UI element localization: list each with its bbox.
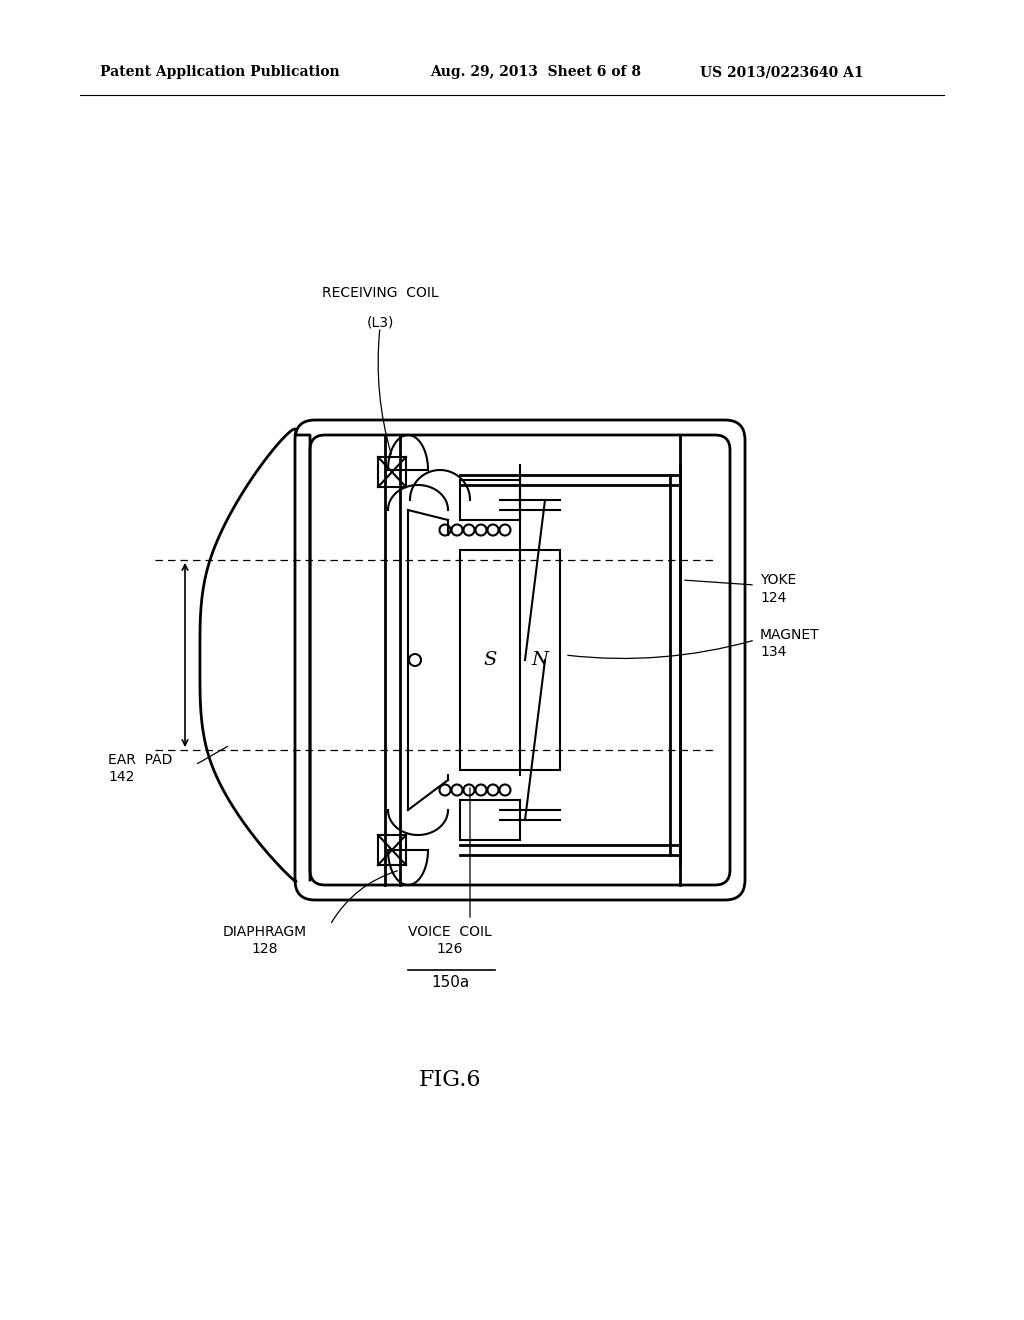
Text: US 2013/0223640 A1: US 2013/0223640 A1: [700, 65, 863, 79]
Text: Patent Application Publication: Patent Application Publication: [100, 65, 340, 79]
Text: FIG.6: FIG.6: [419, 1069, 481, 1092]
Bar: [460, 480, 520, 520]
Text: EAR  PAD: EAR PAD: [108, 752, 172, 767]
Bar: [378, 457, 406, 487]
Text: 134: 134: [760, 645, 786, 659]
Text: MAGNET: MAGNET: [760, 628, 819, 642]
Text: 128: 128: [252, 942, 279, 956]
Text: 142: 142: [108, 770, 134, 784]
Text: RECEIVING  COIL: RECEIVING COIL: [322, 286, 438, 300]
Bar: [460, 550, 560, 770]
Text: Aug. 29, 2013  Sheet 6 of 8: Aug. 29, 2013 Sheet 6 of 8: [430, 65, 641, 79]
Bar: [378, 836, 406, 865]
Text: VOICE  COIL: VOICE COIL: [409, 925, 492, 939]
Text: (L3): (L3): [367, 315, 393, 329]
Text: 126: 126: [437, 942, 463, 956]
Text: DIAPHRAGM: DIAPHRAGM: [223, 925, 307, 939]
Text: 150a: 150a: [431, 975, 469, 990]
Text: YOKE: YOKE: [760, 573, 797, 587]
Bar: [460, 800, 520, 840]
Text: S: S: [483, 651, 497, 669]
Text: N: N: [531, 651, 549, 669]
Text: 124: 124: [760, 591, 786, 605]
